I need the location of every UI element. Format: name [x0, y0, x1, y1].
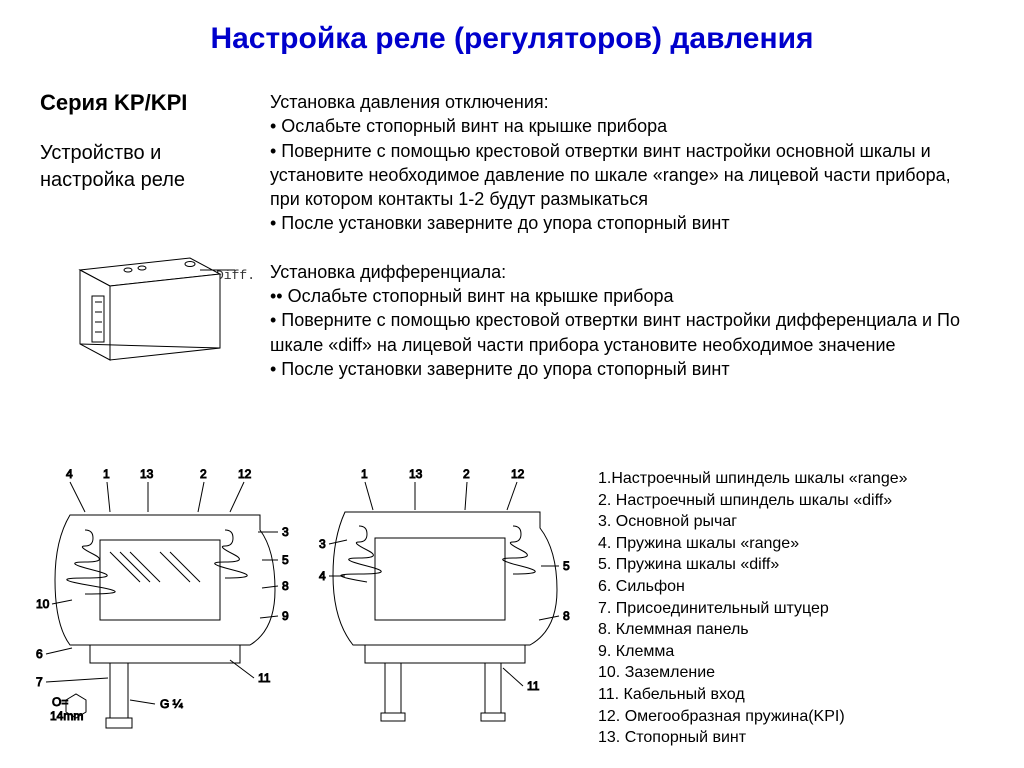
page-title: Настройка реле (регуляторов) давления	[0, 22, 1024, 56]
legend-item-4: 4. Пружина шкалы «range»	[598, 533, 1008, 555]
svg-text:6: 6	[36, 647, 43, 661]
legend-item-12: 12. Омегообразная пружина(KPI)	[598, 706, 1008, 728]
main-instructions: Установка давления отключения: • Ослабьт…	[270, 88, 970, 381]
svg-text:G ¼: G ¼	[160, 697, 184, 711]
legend-item-8: 8. Клеммная панель	[598, 619, 1008, 641]
svg-text:10: 10	[36, 597, 50, 611]
svg-text:9: 9	[282, 609, 289, 623]
legend-item-2: 2. Настроечный шпиндель шкалы «diff»	[598, 490, 1008, 512]
svg-text:1: 1	[361, 467, 368, 481]
svg-text:8: 8	[563, 609, 570, 623]
svg-text:5: 5	[563, 559, 570, 573]
legend-item-10: 10. Заземление	[598, 662, 1008, 684]
svg-text:3: 3	[319, 537, 326, 551]
svg-text:2: 2	[463, 467, 470, 481]
section2-bullet2: • Поверните с помощью крестовой отвертки…	[270, 308, 970, 357]
svg-text:11: 11	[258, 671, 271, 685]
device-isometric-figure	[50, 240, 250, 380]
subhead-label: Устройство и настройка реле	[40, 140, 250, 194]
schematic-left: 4 1 13 2 12	[30, 460, 300, 750]
svg-text:11: 11	[527, 679, 540, 693]
svg-text:5: 5	[282, 553, 289, 567]
svg-text:1: 1	[103, 467, 110, 481]
legend-item-6: 6. Сильфон	[598, 576, 1008, 598]
svg-text:13: 13	[409, 467, 423, 481]
left-heading-block: Серия KP/KPI Устройство и настройка реле	[40, 90, 250, 194]
section1-lead: Установка давления отключения:	[270, 90, 970, 114]
svg-text:13: 13	[140, 467, 154, 481]
section2-bullet3: • После установки заверните до упора сто…	[270, 357, 970, 381]
svg-text:4: 4	[319, 569, 326, 583]
section2-lead: Установка дифференциала:	[270, 260, 970, 284]
svg-text:14mm: 14mm	[50, 709, 83, 723]
legend-item-11: 11. Кабельный вход	[598, 684, 1008, 706]
parts-legend: 1.Настроечный шпиндель шкалы «range» 2. …	[598, 468, 1008, 749]
series-label: Серия KP/KPI	[40, 90, 250, 116]
svg-text:2: 2	[200, 467, 207, 481]
svg-text:8: 8	[282, 579, 289, 593]
section1-bullet1: • Ослабьте стопорный винт на крышке приб…	[270, 114, 970, 138]
svg-text:3: 3	[282, 525, 289, 539]
svg-text:O=: O=	[52, 695, 68, 709]
legend-item-5: 5. Пружина шкалы «diff»	[598, 554, 1008, 576]
svg-text:4: 4	[66, 467, 73, 481]
svg-text:12: 12	[238, 467, 252, 481]
svg-text:7: 7	[36, 675, 43, 689]
legend-item-9: 9. Клемма	[598, 641, 1008, 663]
section1-bullet2: • Поверните с помощью крестовой отвертки…	[270, 139, 970, 212]
section1-bullet3: • После установки заверните до упора сто…	[270, 211, 970, 235]
legend-item-7: 7. Присоединительный штуцер	[598, 598, 1008, 620]
legend-item-13: 13. Стопорный винт	[598, 727, 1008, 749]
svg-text:12: 12	[511, 467, 525, 481]
section2-bullet1: •• Ослабьте стопорный винт на крышке при…	[270, 284, 970, 308]
schematic-right: 1 13 2 12 3 4	[315, 460, 575, 750]
legend-item-1: 1.Настроечный шпиндель шкалы «range»	[598, 468, 1008, 490]
legend-item-3: 3. Основной рычаг	[598, 511, 1008, 533]
